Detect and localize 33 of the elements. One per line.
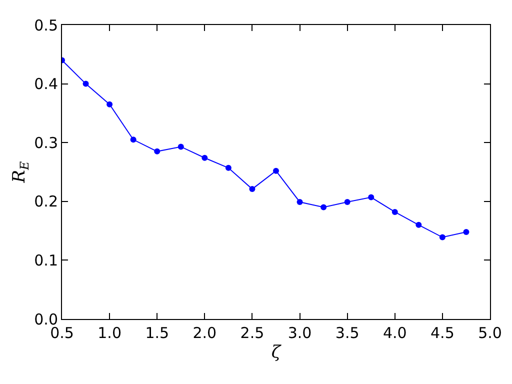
point [249,186,256,192]
y-tick-label: 0.1 [34,251,58,270]
point [130,136,136,143]
y-tick-label: 0.3 [34,134,58,152]
x-tick-label: 4.0 [382,324,407,342]
point [392,208,398,215]
point [154,148,160,154]
x-tick-label: 2.0 [192,324,217,342]
x-tick-label: 2.5 [240,324,264,342]
x-tick-label: 0.5 [50,324,74,342]
point [202,154,208,161]
x-tick-label: 3.5 [335,324,360,342]
x-tick-label: 3.0 [288,324,312,342]
y-tick-label: 0.5 [34,16,58,34]
x-tick-label: 4.5 [430,324,454,342]
point [296,198,303,205]
point [106,101,113,108]
point [368,194,374,200]
x-tick-label: 5.0 [478,324,502,342]
point [344,198,350,205]
point [320,204,327,210]
point [82,80,89,87]
y-tick-label: 0.2 [34,192,58,211]
point [178,144,184,150]
x-tick-label: 1.5 [145,324,170,342]
point [225,164,232,171]
y-tick-label: 0.4 [34,75,58,94]
point [439,234,446,240]
point [273,168,279,174]
x-axis-title: ζ [271,342,282,362]
point [416,222,422,228]
point [463,228,470,235]
x-tick-label: 1.0 [98,324,122,342]
